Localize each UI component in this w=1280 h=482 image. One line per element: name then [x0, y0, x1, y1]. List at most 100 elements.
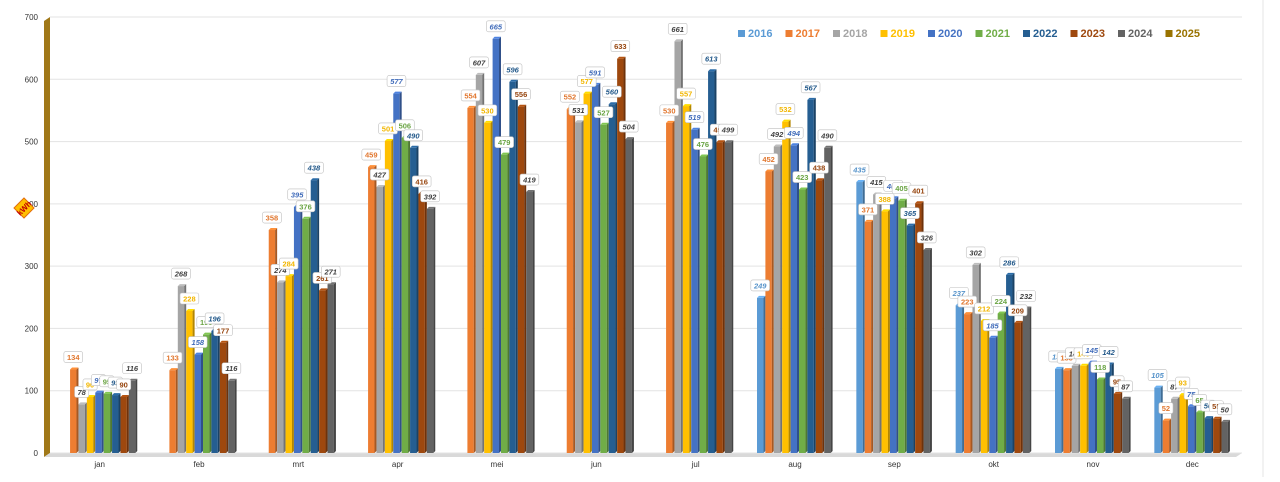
legend-entry: 2024: [1128, 28, 1153, 40]
bar-side: [763, 295, 766, 453]
bar: [1071, 365, 1079, 453]
data-label: 577: [390, 77, 403, 86]
data-label: 55: [1212, 402, 1220, 411]
data-label: 607: [473, 58, 486, 67]
bar-top: [964, 312, 973, 315]
bar-top: [972, 262, 981, 265]
bar-top: [807, 97, 816, 100]
data-label: 532: [779, 105, 792, 114]
bar: [194, 354, 201, 453]
data-label-box: [659, 104, 679, 117]
bar-top: [608, 102, 618, 105]
bar: [293, 206, 301, 453]
bar-top: [277, 280, 286, 283]
bar-top: [1154, 385, 1163, 388]
bar-side: [507, 152, 510, 453]
bar-side: [118, 393, 121, 453]
bar-top: [1113, 391, 1123, 394]
data-label-box: [122, 362, 142, 375]
bar-side: [76, 367, 79, 453]
bar-side: [1160, 385, 1163, 453]
bar-top: [724, 140, 734, 143]
data-label: 479: [498, 138, 511, 147]
data-label-box: [667, 22, 688, 35]
bar: [625, 139, 632, 453]
bar: [368, 167, 375, 453]
data-label: 268: [174, 270, 188, 279]
bar: [509, 81, 516, 453]
data-label: 376: [299, 202, 312, 211]
data-label-box: [1098, 346, 1119, 358]
bar: [600, 124, 607, 454]
bar: [1014, 322, 1021, 453]
bar: [1063, 370, 1070, 453]
bar-side: [226, 340, 229, 453]
bar-top: [103, 391, 113, 394]
bar-top: [1204, 416, 1214, 419]
bar-top: [757, 295, 766, 298]
bar: [426, 208, 434, 453]
bar: [1213, 418, 1220, 453]
data-label: 613: [705, 55, 718, 64]
data-label: 90: [119, 380, 127, 389]
legend-swatch: [928, 30, 935, 37]
data-label: 118: [1094, 363, 1106, 372]
data-label: 105: [1151, 371, 1164, 380]
data-label: 249: [753, 281, 767, 290]
bar-top: [78, 402, 87, 405]
bar-side: [623, 56, 626, 453]
data-label: 476: [697, 140, 710, 149]
bar: [277, 282, 284, 453]
y-tick-label: 300: [25, 262, 39, 271]
data-label: 531: [572, 106, 585, 115]
bar-top: [177, 284, 187, 287]
data-label: 95: [1113, 377, 1121, 386]
bar-side: [672, 120, 675, 453]
data-label-box: [693, 138, 713, 150]
bar: [773, 146, 781, 453]
data-label-box: [460, 89, 481, 102]
bar-top: [898, 198, 907, 201]
bar-top: [1213, 416, 1222, 419]
x-tick-label: aug: [788, 460, 801, 469]
bar-side: [408, 135, 411, 453]
x-tick-label: okt: [988, 460, 999, 469]
bar-side: [1078, 363, 1081, 453]
data-label-box: [1175, 376, 1191, 389]
bar: [86, 396, 94, 453]
bar-side: [722, 140, 725, 454]
data-label-box: [162, 351, 183, 364]
bar: [1006, 274, 1013, 453]
data-label-box: [917, 231, 937, 244]
data-label: 392: [424, 192, 437, 201]
bar-top: [575, 120, 584, 123]
bar: [1097, 379, 1104, 453]
bar: [1154, 387, 1161, 453]
bar-side: [904, 198, 907, 453]
bar-side: [929, 247, 932, 453]
bar: [997, 313, 1005, 453]
bar: [972, 264, 979, 453]
data-label: 506: [399, 121, 412, 130]
data-label: 284: [282, 260, 295, 269]
data-label-box: [974, 302, 994, 315]
bar-top: [682, 104, 692, 107]
bar-side: [896, 196, 899, 453]
bar: [915, 203, 922, 453]
bar-side: [1086, 363, 1089, 453]
legend-swatch: [1118, 30, 1125, 37]
data-label: 395: [291, 190, 304, 199]
bar-top: [70, 367, 79, 370]
data-label: 116: [126, 364, 139, 373]
bar: [401, 137, 409, 453]
data-label-box: [171, 267, 191, 280]
bar: [475, 74, 483, 453]
bar-top: [906, 223, 916, 226]
data-label: 142: [1102, 348, 1115, 357]
bar-side: [515, 79, 518, 453]
bar-side: [382, 185, 385, 454]
bar-top: [186, 308, 195, 311]
data-label-box: [116, 378, 132, 391]
data-label: 388: [878, 195, 891, 204]
